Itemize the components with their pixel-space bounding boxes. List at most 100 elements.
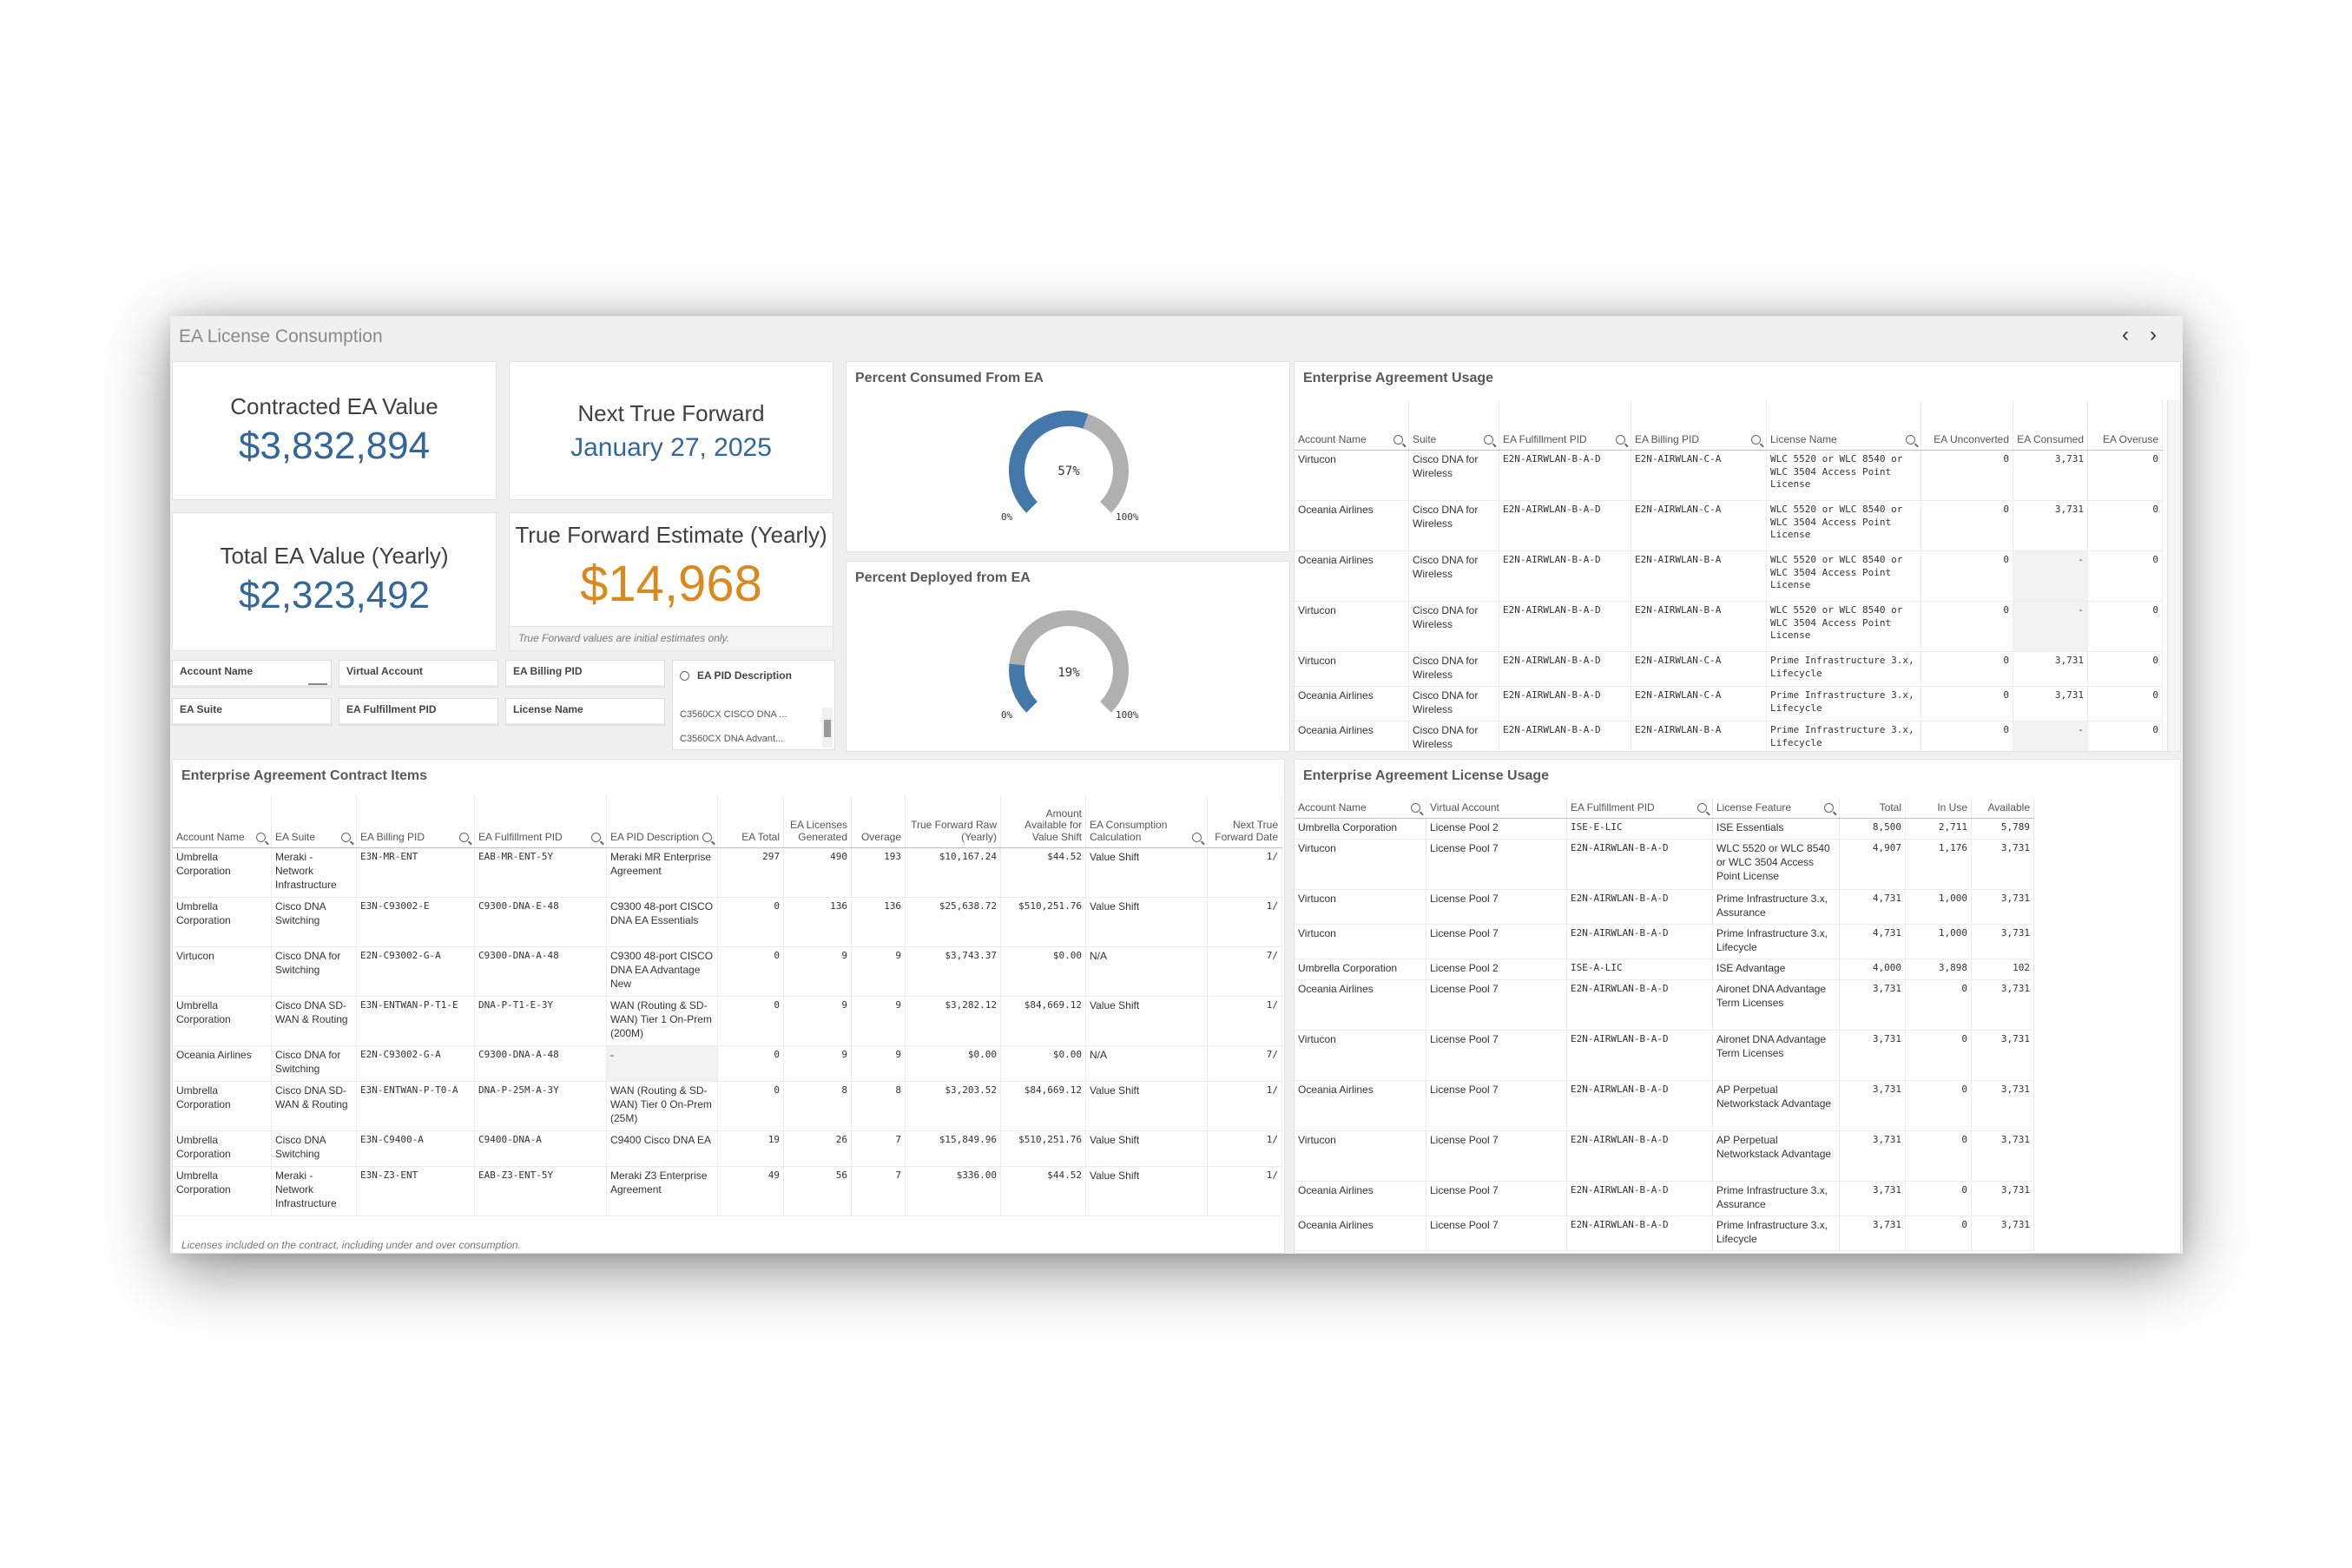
table-cell: $0.00 <box>1001 1046 1086 1081</box>
table-row[interactable]: Oceania Airlines License Pool 7 E2N-AIRWLA… <box>1295 980 2034 1031</box>
column-header[interactable]: EA Fulfillment PID <box>475 796 607 847</box>
search-icon[interactable] <box>1393 435 1403 445</box>
search-icon[interactable] <box>1484 435 1493 445</box>
table-row[interactable]: Oceania Airlines Cisco DNA for Wireless E2… <box>1295 687 2163 721</box>
table-row[interactable]: Oceania Airlines Cisco DNA for Wireless E2… <box>1295 551 2163 602</box>
column-header[interactable]: Account Name <box>1295 798 1426 818</box>
filter-ea-billing-pid[interactable]: EA Billing PID <box>505 660 665 688</box>
column-header[interactable]: Overage <box>852 796 906 847</box>
column-header[interactable]: EA Fulfillment PID <box>1567 798 1713 818</box>
filter-ea-pid-description[interactable]: EA PID Description C3560CX CISCO DNA ...… <box>672 660 835 750</box>
column-header[interactable]: License Name <box>1767 400 1921 450</box>
filter-ea-suite[interactable]: EA Suite <box>172 698 332 726</box>
table-row[interactable]: Oceania Airlines Cisco DNA for Switching E… <box>173 1046 1282 1082</box>
column-header-label: Suite <box>1413 433 1437 446</box>
filter-license-name[interactable]: License Name <box>505 698 665 726</box>
table-row[interactable]: Oceania Airlines Cisco DNA for Wireless E2… <box>1295 721 2163 751</box>
search-icon[interactable] <box>1411 803 1420 813</box>
previous-sheet-button[interactable]: ‹ <box>2122 323 2129 346</box>
column-header[interactable]: EA Licenses Generated <box>784 796 852 847</box>
search-icon[interactable] <box>459 833 469 842</box>
column-header[interactable]: Account Name <box>1295 400 1409 450</box>
table-row[interactable]: Umbrella Corporation License Pool 2 ISE-E-… <box>1295 819 2034 840</box>
table-row[interactable]: Umbrella Corporation Cisco DNA Switching E… <box>173 1131 1282 1167</box>
table-cell: 1,000 <box>1906 925 1972 959</box>
column-header[interactable]: EA Consumption Calculation <box>1086 796 1208 847</box>
search-icon[interactable] <box>256 833 266 842</box>
table-cell: Aironet DNA Advantage Term Licenses <box>1713 1031 1840 1080</box>
column-header[interactable]: In Use <box>1906 798 1972 818</box>
table-header: Account Name Virtual Account EA Fulfillmen… <box>1295 798 2034 819</box>
table-row[interactable]: Virtucon License Pool 7 E2N-AIRWLAN-B-A-D A… <box>1295 1131 2034 1182</box>
table-cell: Cisco DNA Switching <box>272 1131 357 1166</box>
search-icon[interactable] <box>1192 833 1202 842</box>
search-icon[interactable] <box>591 833 601 842</box>
table-row[interactable]: Virtucon License Pool 7 E2N-AIRWLAN-B-A-D P… <box>1295 890 2034 925</box>
table-row[interactable]: Virtucon License Pool 7 E2N-AIRWLAN-B-A-D P… <box>1295 925 2034 959</box>
table-row[interactable]: Oceania Airlines Cisco DNA for Wireless E2… <box>1295 501 2163 551</box>
column-header[interactable]: EA Fulfillment PID <box>1499 400 1631 450</box>
panel-title: Enterprise Agreement License Usage <box>1303 768 1550 783</box>
table-row[interactable]: Virtucon Cisco DNA for Switching E2N-C9300… <box>173 947 1282 997</box>
search-icon[interactable] <box>1751 435 1761 445</box>
gauge-percent-consumed[interactable]: Percent Consumed From EA 57% 0% 100% <box>846 361 1290 552</box>
table-row[interactable]: Virtucon License Pool 7 E2N-AIRWLAN-B-A-D A… <box>1295 1031 2034 1081</box>
kpi-next-true-forward[interactable]: Next True Forward January 27, 2025 <box>509 361 833 500</box>
table-row[interactable]: Oceania Airlines License Pool 7 E2N-AIRWLA… <box>1295 1182 2034 1216</box>
table-cell: C9300 48-port CISCO DNA EA Advantage New <box>607 947 718 996</box>
search-icon[interactable] <box>341 833 351 842</box>
table-row[interactable]: Umbrella Corporation Meraki - Network Inf… <box>173 1167 1282 1216</box>
search-icon[interactable] <box>702 833 712 842</box>
column-header[interactable]: EA Suite <box>272 796 357 847</box>
table-cell: 0 <box>1906 1131 1972 1181</box>
column-header[interactable]: EA Billing PID <box>1631 400 1767 450</box>
kpi-total-ea-value-yearly[interactable]: Total EA Value (Yearly) $2,323,492 <box>172 512 497 651</box>
column-header[interactable]: EA Consumed <box>2013 400 2088 450</box>
kpi-contracted-ea-value[interactable]: Contracted EA Value $3,832,894 <box>172 361 497 500</box>
column-header[interactable]: Next True Forward Date <box>1208 796 1282 847</box>
table-row[interactable]: Virtucon Cisco DNA for Wireless E2N-AIRWLA… <box>1295 602 2163 652</box>
table-row[interactable]: Virtucon License Pool 7 E2N-AIRWLAN-B-A-D W… <box>1295 840 2034 890</box>
scrollbar[interactable] <box>822 708 833 748</box>
filter-option[interactable]: C3560CX CISCO DNA ... <box>680 709 787 720</box>
table-row[interactable]: Umbrella Corporation License Pool 2 ISE-A-… <box>1295 959 2034 980</box>
filter-virtual-account[interactable]: Virtual Account <box>339 660 498 688</box>
table-row[interactable]: Virtucon Cisco DNA for Wireless E2N-AIRWLA… <box>1295 451 2163 501</box>
column-header[interactable]: Account Name <box>173 796 272 847</box>
table-row[interactable]: Umbrella Corporation Cisco DNA SD-WAN & R… <box>173 1082 1282 1131</box>
column-header[interactable]: EA PID Description <box>607 796 718 847</box>
column-header[interactable]: Amount Available for Value Shift <box>1001 796 1086 847</box>
search-icon[interactable] <box>1616 435 1625 445</box>
search-icon[interactable] <box>1824 803 1834 813</box>
column-header[interactable]: EA Total <box>718 796 784 847</box>
column-header[interactable]: EA Overuse <box>2088 400 2163 450</box>
table-cell: ISE-A-LIC <box>1567 959 1713 979</box>
table-row[interactable]: Umbrella Corporation Cisco DNA Switching E… <box>173 898 1282 947</box>
table-row[interactable]: Umbrella Corporation Meraki - Network Inf… <box>173 848 1282 898</box>
table-cell: Cisco DNA SD-WAN & Routing <box>272 997 357 1045</box>
filter-ea-fulfillment-pid[interactable]: EA Fulfillment PID <box>339 698 498 726</box>
kpi-true-forward-estimate[interactable]: True Forward Estimate (Yearly) $14,968 T… <box>509 512 833 651</box>
search-icon[interactable] <box>1906 435 1915 445</box>
filter-account-name[interactable]: Account Name <box>172 660 332 688</box>
scrollbar-thumb[interactable] <box>824 720 831 737</box>
table-row[interactable]: Oceania Airlines License Pool 7 E2N-AIRWLA… <box>1295 1081 2034 1131</box>
search-icon[interactable] <box>1697 803 1707 813</box>
table-row[interactable]: Umbrella Corporation Cisco DNA SD-WAN & R… <box>173 997 1282 1046</box>
vertical-scrollbar[interactable] <box>2167 400 2180 751</box>
next-sheet-button[interactable]: › <box>2150 323 2157 346</box>
column-header[interactable]: Total <box>1840 798 1906 818</box>
column-header[interactable]: Virtual Account <box>1426 798 1567 818</box>
table-row[interactable]: Virtucon Cisco DNA for Wireless E2N-AIRWLA… <box>1295 652 2163 687</box>
column-header[interactable]: Suite <box>1409 400 1499 450</box>
column-header[interactable]: Available <box>1972 798 2034 818</box>
kpi-value: $2,323,492 <box>238 574 431 616</box>
column-header-label: True Forward Raw (Yearly) <box>911 819 997 844</box>
filter-option[interactable]: C3560CX DNA Advant... <box>680 734 784 744</box>
column-header[interactable]: License Feature <box>1713 798 1840 818</box>
column-header[interactable]: EA Billing PID <box>357 796 475 847</box>
gauge-percent-deployed[interactable]: Percent Deployed from EA 19% 0% 100% <box>846 561 1290 752</box>
column-header[interactable]: EA Unconverted <box>1921 400 2013 450</box>
column-header[interactable]: True Forward Raw (Yearly) <box>906 796 1001 847</box>
table-row[interactable]: Oceania Airlines License Pool 7 E2N-AIRWLA… <box>1295 1216 2034 1251</box>
